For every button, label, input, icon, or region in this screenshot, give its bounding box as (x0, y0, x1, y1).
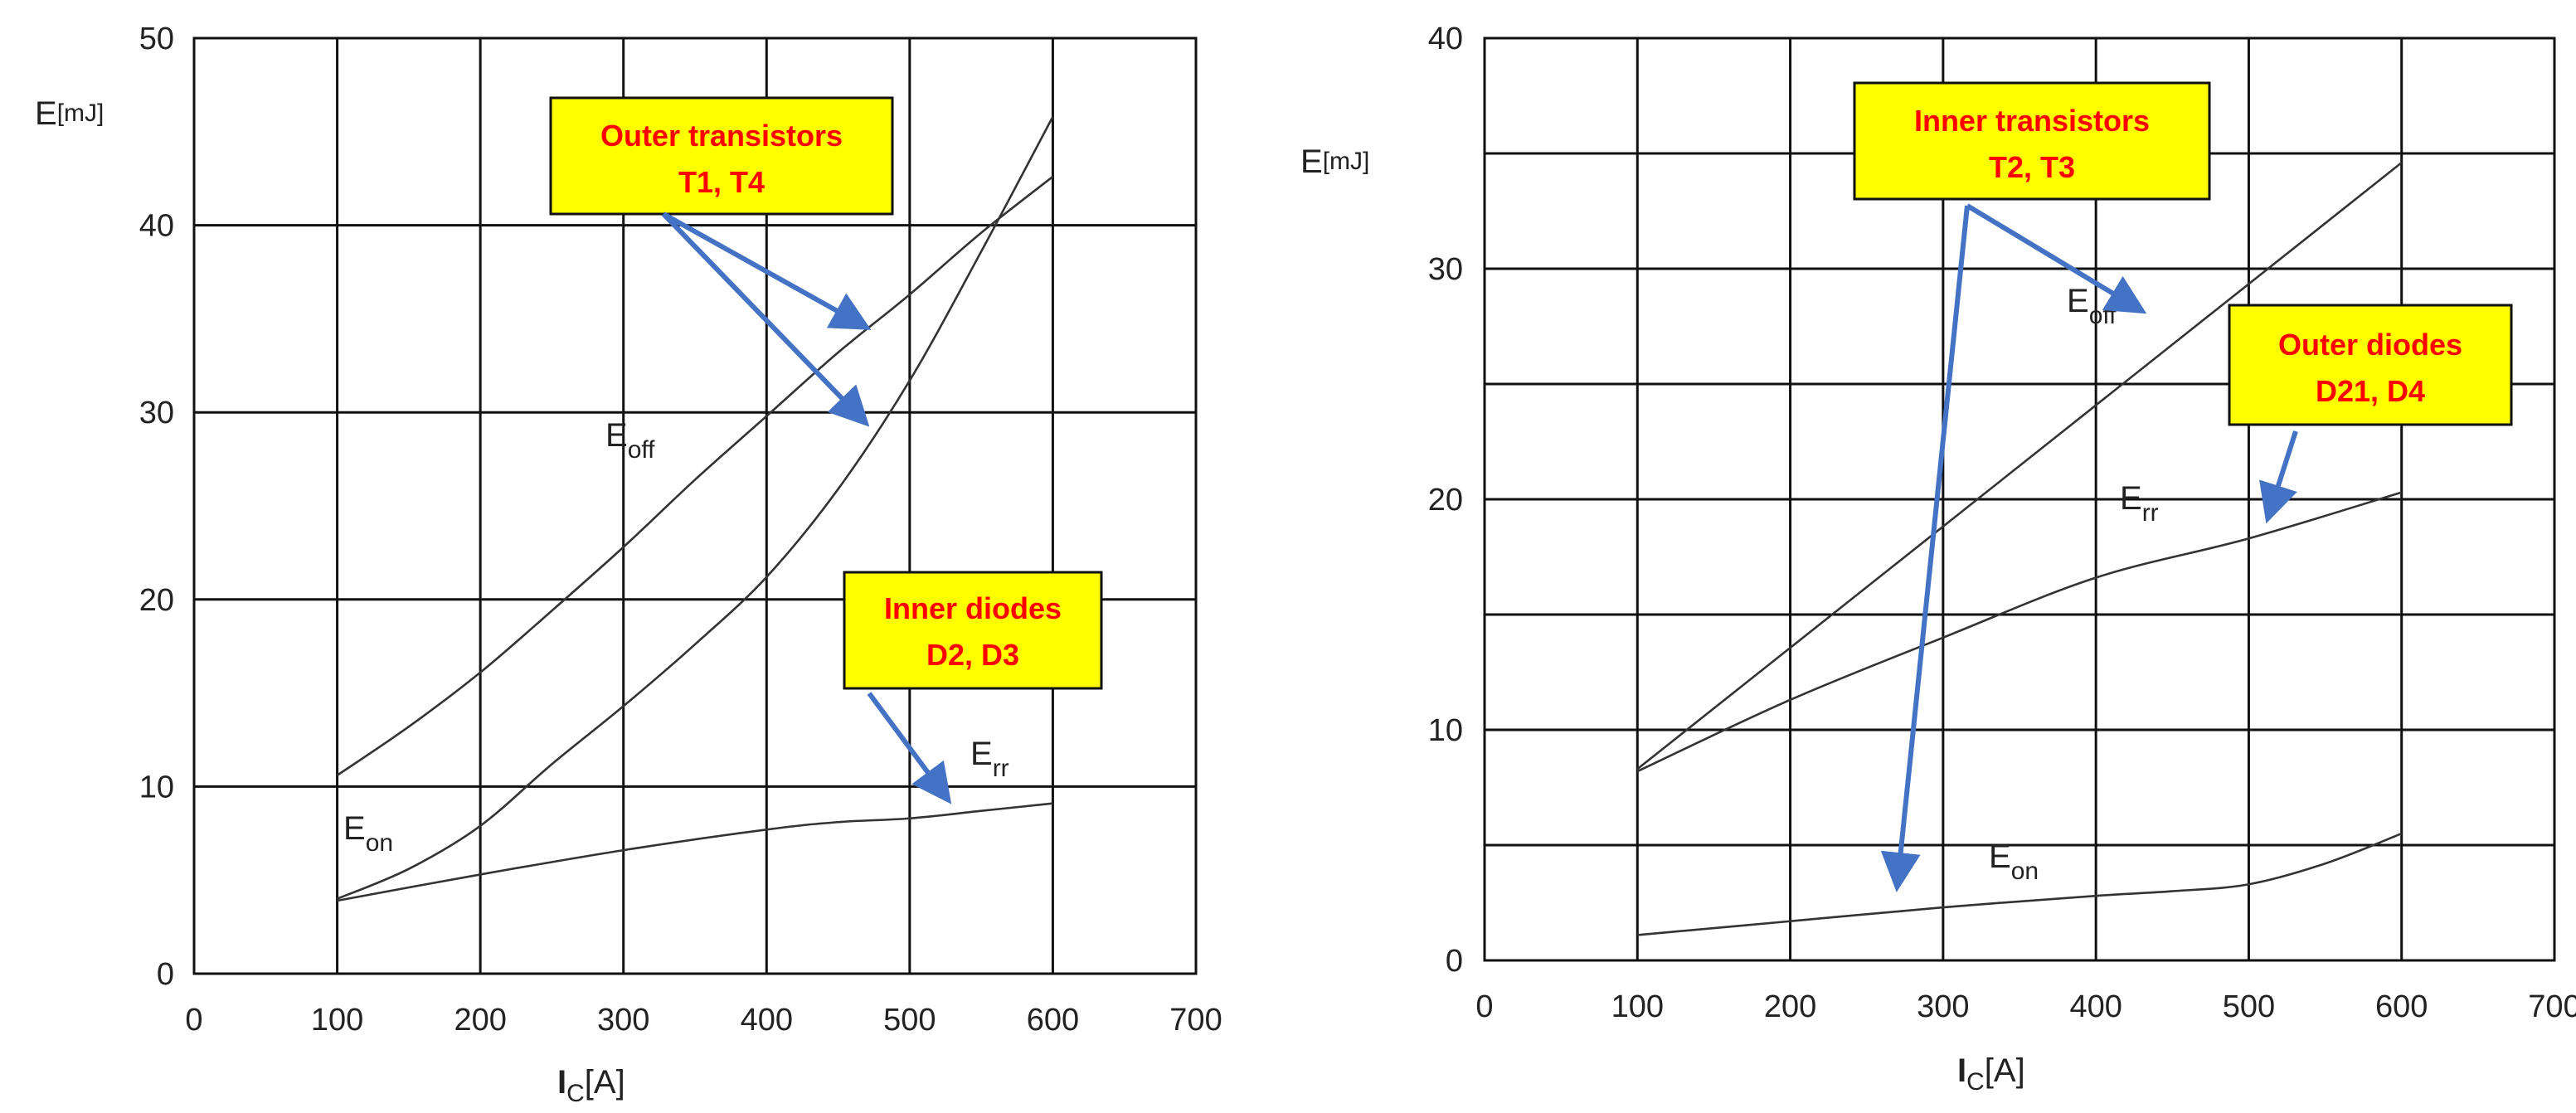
x-tick-label: 300 (597, 1003, 649, 1038)
left-callout-inner-diodes: Inner diodes D2, D3 (843, 571, 1103, 690)
y-tick-label: 0 (157, 957, 174, 992)
x-tick-label: 200 (1764, 989, 1816, 1024)
right-callout-inner-transistors: Inner transistors T2, T3 (1853, 81, 2211, 201)
y-tick-label: 20 (139, 583, 174, 618)
y-tick-label: 40 (1428, 22, 1463, 56)
right-err-label: Err (2120, 480, 2159, 527)
callout-line-1: Inner transistors (1914, 104, 2150, 138)
right-series (1636, 162, 2403, 936)
arrow-to-err (867, 692, 952, 804)
callout-line-2: T2, T3 (1989, 150, 2075, 184)
y-tick-label: 50 (139, 22, 174, 56)
x-tick-label: 200 (454, 1003, 506, 1038)
left-x-axis-title: IC[A] (557, 1064, 625, 1107)
callout-line-1: Outer transistors (600, 119, 843, 153)
y-tick-label: 30 (1428, 252, 1463, 287)
x-tick-label: 0 (185, 1003, 202, 1038)
left-err-label: Err (970, 736, 1009, 782)
x-tick-label: 600 (1027, 1003, 1079, 1038)
x-tick-label: 400 (741, 1003, 793, 1038)
series-line-eoff (1636, 162, 2403, 770)
x-tick-label: 0 (1475, 989, 1493, 1024)
right-eon-label: Eon (1989, 838, 2039, 885)
x-tick-label: 700 (2528, 989, 2576, 1024)
right-y-ticks: 0 10 20 30 40 (1428, 22, 1463, 979)
left-plot-frame (192, 36, 1198, 975)
arrow-to-eon (661, 211, 870, 427)
x-tick-label: 700 (1169, 1003, 1222, 1038)
left-eoff-label: Eoff (605, 417, 655, 464)
callout-line-2: D21, D4 (2316, 374, 2425, 408)
right-callout-outer-diodes: Outer diodes D21, D4 (2228, 304, 2513, 426)
x-tick-label: 100 (311, 1003, 363, 1038)
series-line-eoff (336, 175, 1054, 776)
left-y-ticks: 0 10 20 30 40 50 (139, 22, 174, 992)
series-line-err (337, 802, 1053, 902)
right-y-axis-title: E[mJ] (1300, 143, 1369, 180)
y-tick-label: 0 (1446, 944, 1463, 979)
y-tick-label: 40 (139, 209, 174, 244)
series-line-err (1636, 491, 2403, 773)
callout-line-2: T1, T4 (678, 165, 765, 199)
arrow-to-eoff (662, 211, 872, 330)
x-tick-label: 100 (1611, 989, 1664, 1024)
x-tick-label: 600 (2375, 989, 2428, 1024)
x-tick-label: 400 (2069, 989, 2122, 1024)
right-x-axis-title: IC[A] (1957, 1052, 2025, 1096)
arrow-to-eon (1880, 205, 1970, 892)
series-line-eon (337, 116, 1054, 900)
left-callout-outer-transistors: Outer transistors T1, T4 (549, 96, 894, 216)
callout-line-2: D2, D3 (926, 638, 1019, 672)
y-tick-label: 20 (1428, 483, 1463, 518)
arrow-to-err (2259, 430, 2298, 524)
left-eon-label: Eon (343, 810, 393, 857)
left-x-ticks: 0 100 200 300 400 500 600 700 (185, 1003, 1222, 1038)
x-tick-label: 300 (1917, 989, 1969, 1024)
x-tick-label: 500 (2223, 989, 2275, 1024)
right-x-ticks: 0 100 200 300 400 500 600 700 (1475, 989, 2576, 1024)
y-tick-label: 30 (139, 396, 174, 430)
x-tick-label: 500 (883, 1003, 936, 1038)
callout-line-1: Outer diodes (2278, 328, 2462, 362)
right-plot-frame (1483, 36, 2556, 962)
left-y-axis-title: E[mJ] (35, 95, 104, 132)
left-series (336, 116, 1054, 902)
y-tick-label: 10 (1428, 713, 1463, 748)
callout-line-1: Inner diodes (884, 591, 1062, 625)
arrow-to-eoff (1966, 203, 2147, 314)
right-chart: 0 10 20 30 40 0 100 200 300 400 500 600 700 E[mJ] I… (1300, 22, 2576, 1096)
y-tick-label: 10 (139, 770, 174, 804)
left-chart: 0 10 20 30 40 50 0 100 200 300 400 500 600 700 E[mJ]… (35, 22, 1222, 1107)
series-line-eon (1637, 832, 2403, 936)
